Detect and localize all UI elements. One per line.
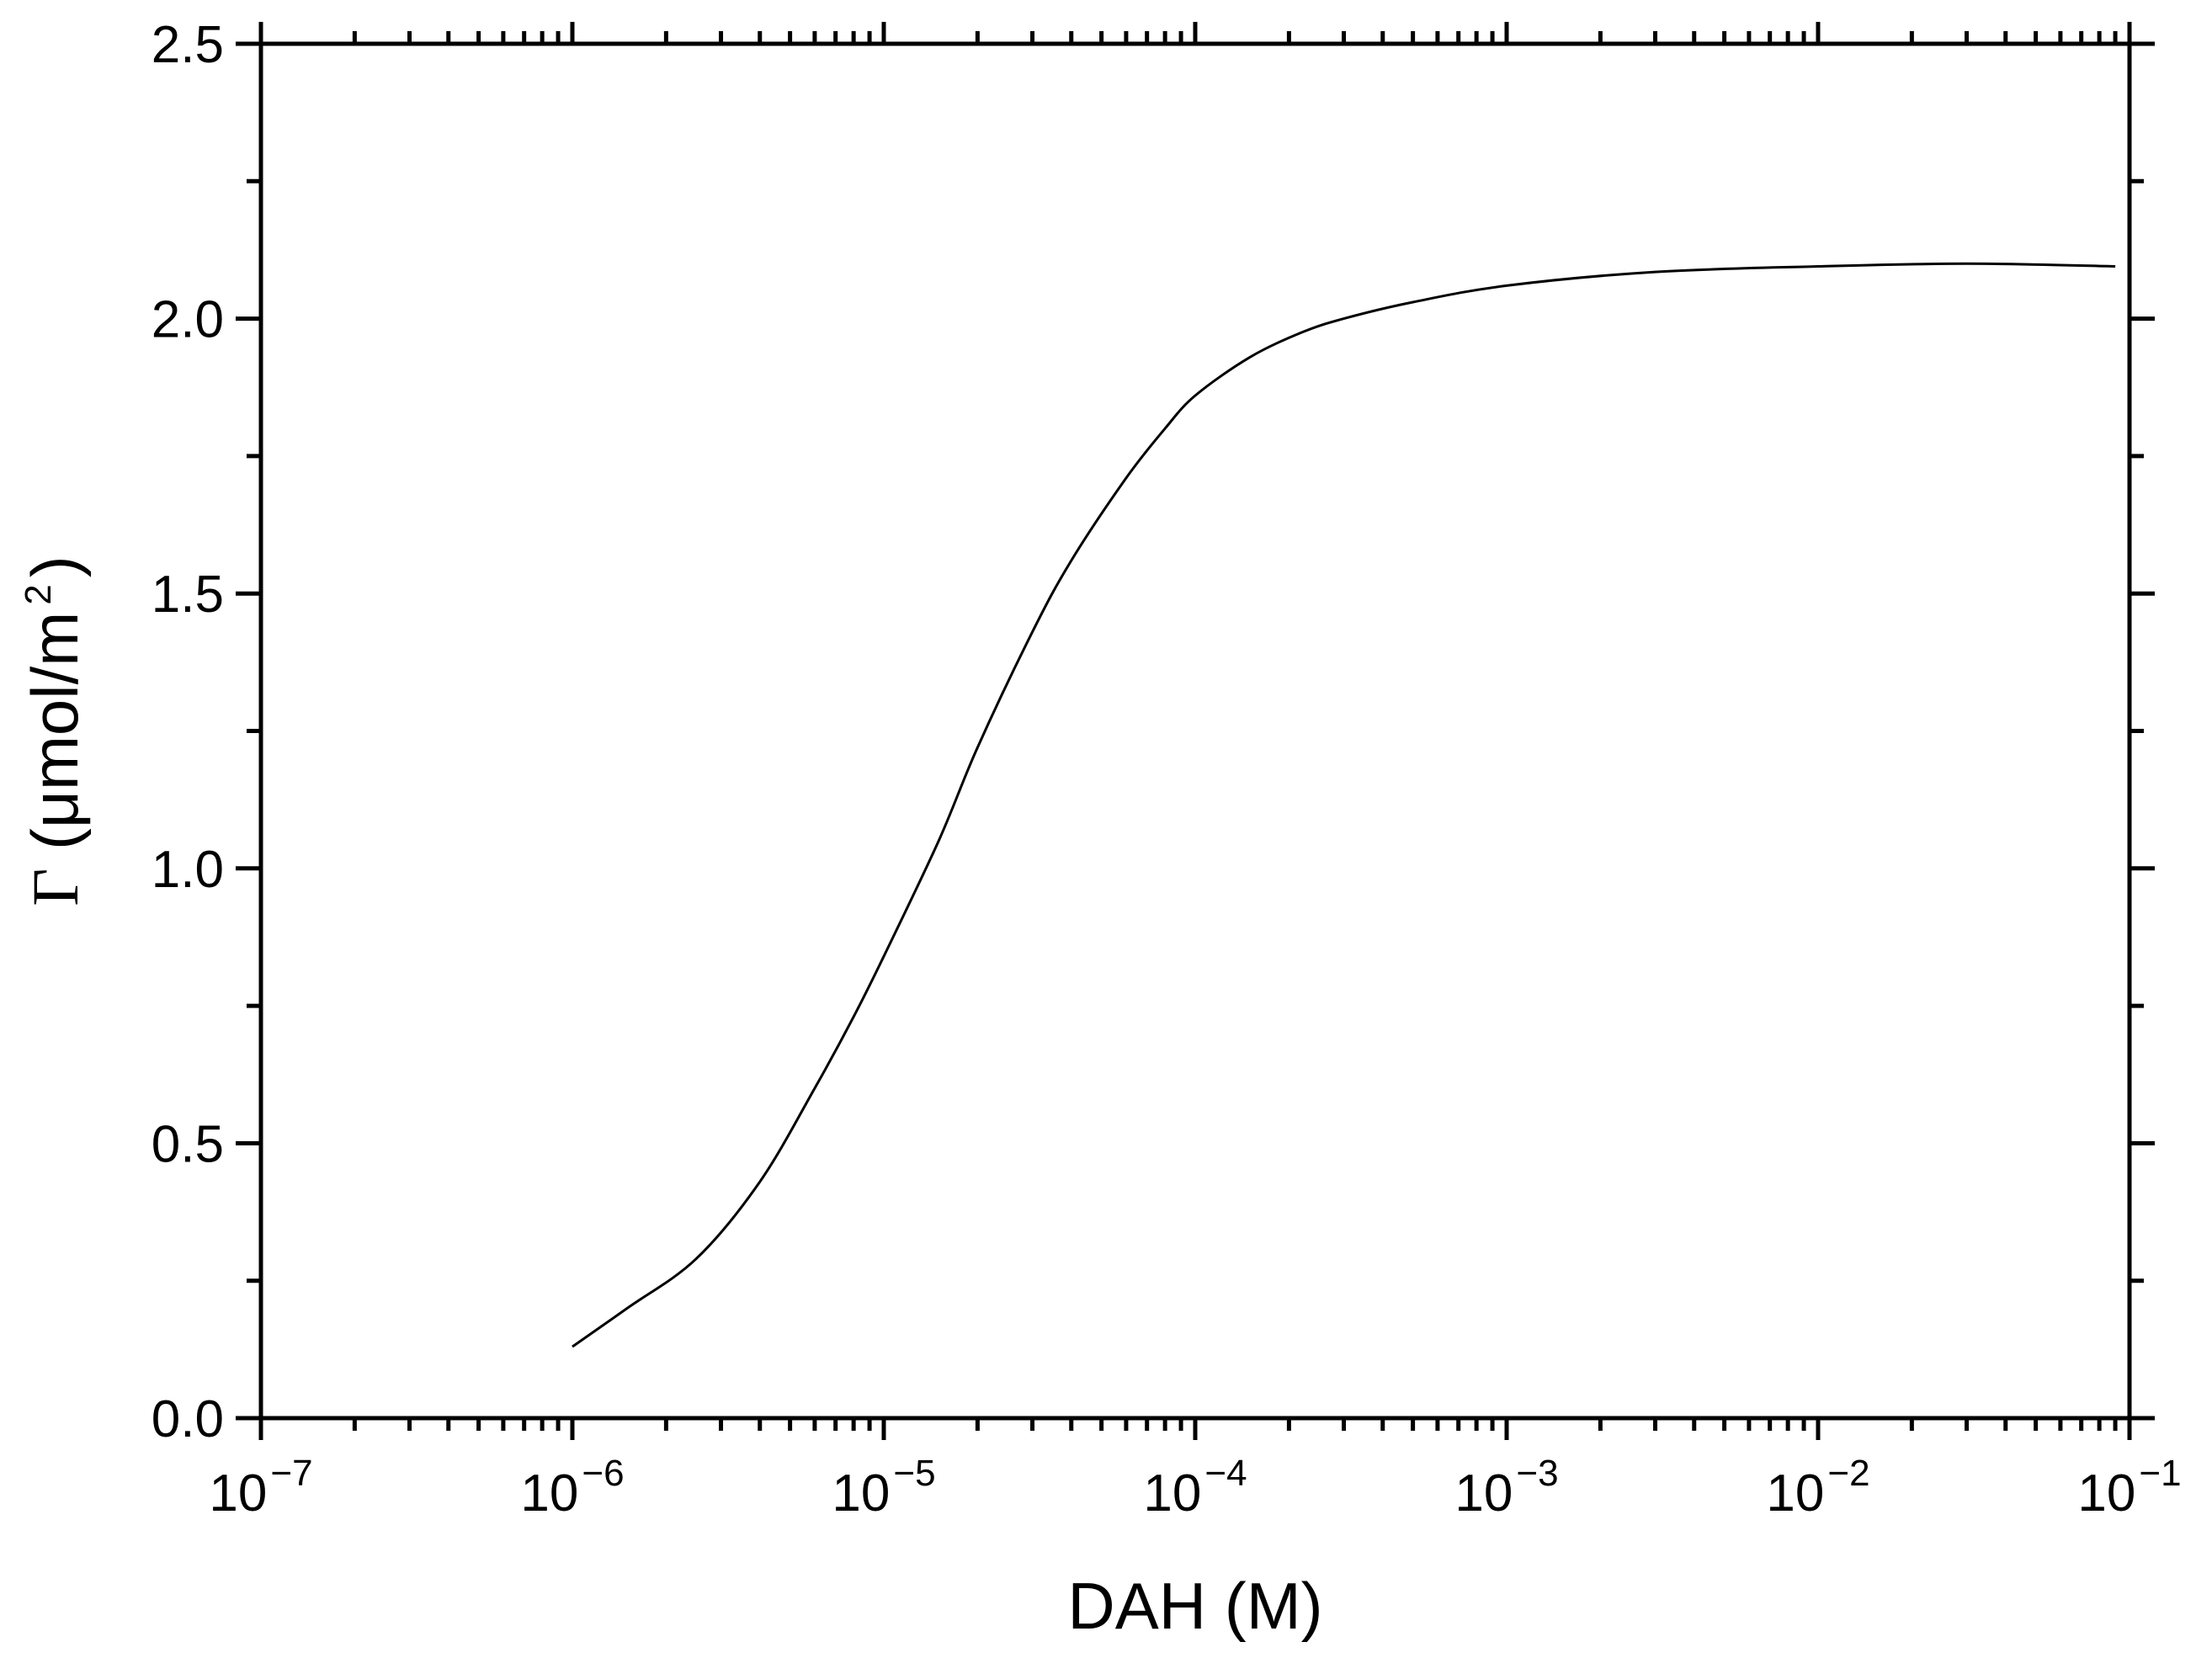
x-tick-labels: 10−7 10−6 10−5 10−4 10−3 10−2 10−1 xyxy=(209,1453,2181,1522)
y-tick-labels: 0.0 0.5 1.0 1.5 2.0 2.5 xyxy=(152,16,224,1448)
plot-frame xyxy=(258,41,2132,1421)
y-axis-close-paren: ) xyxy=(18,555,92,577)
y-axis-unit: (μmol/m xyxy=(18,612,92,869)
x-tick-label: 10−1 xyxy=(2077,1453,2181,1522)
y-axis-unit-superscript: 2 xyxy=(18,584,59,604)
series-line xyxy=(572,262,2116,1348)
x-tick-label: 10−3 xyxy=(1454,1453,1558,1522)
x-tick-label: 10−7 xyxy=(209,1453,312,1522)
y-tick-label: 1.0 xyxy=(152,841,224,899)
y-tick-label: 0.5 xyxy=(152,1115,224,1173)
y-axis-symbol: Γ xyxy=(19,869,92,906)
series-layer xyxy=(572,262,2116,1348)
y-tick-label: 2.5 xyxy=(152,16,224,74)
x-tick-label: 10−6 xyxy=(520,1453,624,1522)
y-tick-label: 2.0 xyxy=(152,291,224,349)
x-axis-title: DAH (M) xyxy=(1067,1569,1322,1643)
y-tick-label: 1.5 xyxy=(152,566,224,624)
x-tick-label: 10−2 xyxy=(1766,1453,1869,1522)
x-tick-label: 10−5 xyxy=(832,1453,935,1522)
y-axis-title: Γ (μmol/m 2) xyxy=(18,555,92,906)
y-tick-label: 0.0 xyxy=(152,1390,224,1448)
tick-marks xyxy=(236,22,2155,1440)
x-tick-label: 10−4 xyxy=(1143,1453,1247,1522)
